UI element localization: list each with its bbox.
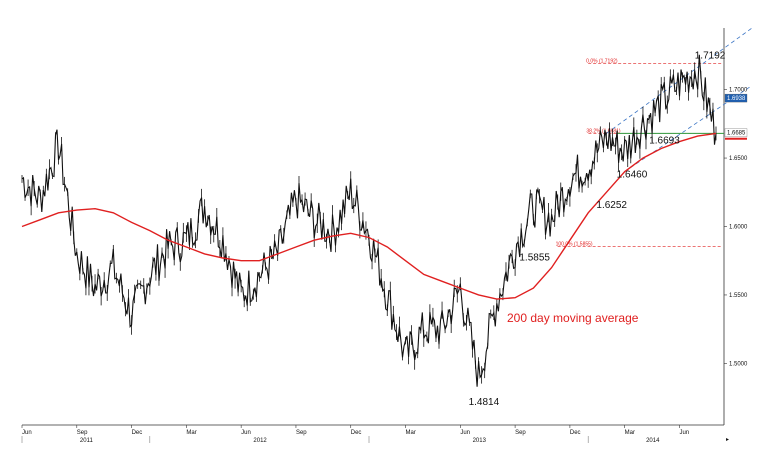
x-tick-label: Sep — [296, 430, 307, 436]
ma-label: 200 day moving average — [507, 311, 639, 325]
price-line — [21, 54, 717, 387]
x-tick-label: Jun — [22, 430, 32, 436]
x-tick-label: Mar — [186, 430, 196, 436]
price-badge — [724, 93, 748, 103]
moving-average-series — [21, 132, 717, 300]
price-annotation: 1.4814 — [469, 397, 500, 408]
x-tick-label: Dec — [132, 430, 143, 436]
x-tick-label: Jun — [241, 430, 251, 436]
price-badge-text: 1.6685 — [727, 131, 746, 137]
channel-upper-line — [606, 27, 753, 134]
price-badge-text: 1.6938 — [727, 96, 746, 102]
x-tick-label: Sep — [77, 430, 88, 436]
fib-level-label: 0.0% (1.7192) — [586, 58, 618, 64]
annotations: 1.7192 1.6693 1.6460 1.6252 1.5855 1.4814 1.69… — [469, 50, 748, 408]
price-annotation: 1.6252 — [596, 200, 627, 211]
x-tick-label: Jun — [460, 430, 470, 436]
y-tick-label: 1.6000 — [729, 225, 748, 231]
x-tick-label: Dec — [351, 430, 362, 436]
price-annotation: 1.7192 — [695, 50, 726, 61]
chart-frame — [22, 28, 725, 426]
x-tick-label: Sep — [515, 430, 526, 436]
y-tick-label: 1.5000 — [729, 361, 748, 367]
ma-level-marker — [725, 137, 747, 140]
y-tick-label: 1.7000 — [729, 88, 748, 94]
year-label: 2014 — [646, 438, 660, 444]
moving-average-line — [21, 132, 717, 300]
x-tick-label: Mar — [625, 430, 635, 436]
price-annotation: 1.6693 — [649, 136, 680, 147]
y-axis: 1.7000 1.6500 1.6000 1.5500 1.5000 — [724, 88, 748, 367]
year-label: 2013 — [473, 438, 487, 444]
x-tick-label: Dec — [570, 430, 581, 436]
price-series — [21, 54, 717, 387]
price-badge — [724, 128, 748, 137]
x-axis: Jun Sep Dec Mar Jun Sep Dec Mar Jun Sep Dec Mar Jun2… — [21, 425, 729, 444]
y-tick-label: 1.5500 — [729, 293, 748, 299]
price-annotation: 1.6460 — [617, 170, 648, 181]
axis-arrow-glyph: ▸ — [726, 437, 729, 443]
fib-level-label: 38.2% (1.6681) — [586, 128, 621, 134]
x-tick-label: Jun — [679, 430, 689, 436]
year-label: 2012 — [253, 438, 267, 444]
x-tick-label: Mar — [406, 430, 416, 436]
y-tick-label: 1.6500 — [729, 156, 748, 162]
year-label: 2011 — [80, 438, 94, 444]
fib-level-label: 100.0% (1.5855) — [556, 241, 593, 247]
price-annotation: 1.5855 — [519, 252, 550, 263]
